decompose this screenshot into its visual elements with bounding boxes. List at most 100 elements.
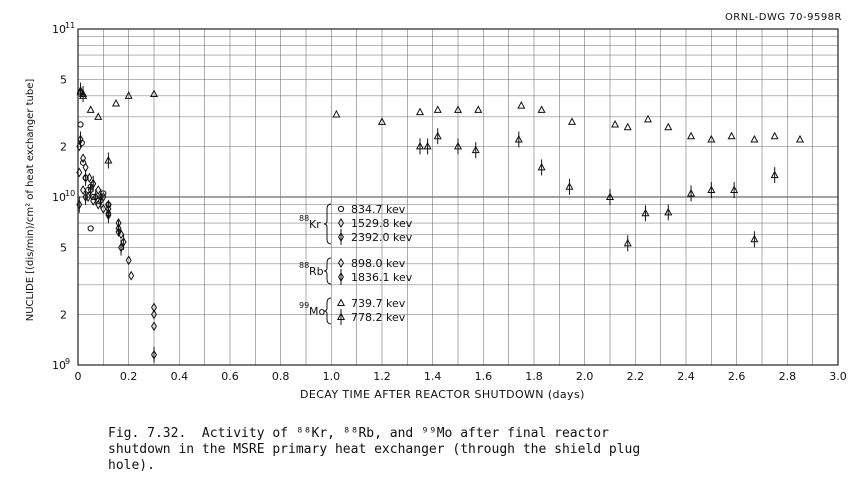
x-tick-label: 3.0: [829, 370, 847, 383]
data-point: [82, 189, 89, 205]
data-point: [151, 309, 157, 320]
x-tick-label: 0.4: [171, 370, 189, 383]
plot-frame: [77, 28, 839, 366]
figure-caption: Fig. 7.32. Activity of ⁸⁸Kr, ⁸⁸Rb, and ⁹…: [108, 426, 641, 473]
marker-triangle: [537, 105, 546, 113]
data-point: [770, 131, 779, 140]
data-point: [623, 235, 632, 252]
data-point: [85, 192, 92, 202]
legend-marker: [338, 269, 344, 285]
data-point: [95, 185, 102, 196]
data-point: [87, 225, 94, 232]
data-point: [433, 128, 442, 145]
y-tick-exponent: 9: [65, 357, 70, 366]
legend-label: 1529.8 kev: [351, 217, 413, 230]
data-point: [128, 270, 135, 281]
marker-triangle: [86, 105, 95, 113]
legend-mass-number: 88: [299, 261, 309, 270]
marker-diamond: [95, 185, 102, 196]
marker-triangle: [770, 131, 779, 140]
x-tick-label: 0.6: [221, 370, 239, 383]
marker-triangle: [567, 117, 577, 125]
ticks: 0 0.2 0.4 0.6 0.8 1.0 1.2 1.4 1.6 1.8 2.0 2.2 2.4 2.6…: [52, 21, 847, 383]
marker-triangle: [377, 117, 387, 125]
data-point: [86, 172, 93, 183]
data-point: [76, 167, 83, 178]
data-point: [565, 178, 574, 195]
marker-triangle: [795, 134, 805, 143]
data-point: [90, 175, 97, 192]
legend-marker: [338, 218, 344, 228]
data-point: [453, 105, 463, 113]
marker-triangle: [433, 105, 442, 113]
y-axis-label: NUCLIDE [(dis/min)/cm² of heat exchanger…: [25, 79, 36, 322]
marker-circle: [87, 225, 94, 232]
marker-triangle: [415, 107, 425, 116]
drawing-id: ORNL-DWG 70-9598R: [724, 12, 842, 23]
x-tick-label: 2.8: [779, 370, 797, 383]
data-point: [149, 89, 159, 98]
data-point: [80, 185, 87, 196]
legend-nuclide: Rb: [309, 265, 324, 278]
marker-diamond: [76, 167, 83, 178]
data-point: [770, 167, 779, 184]
legend-brace: [323, 257, 332, 285]
marker-triangle: [332, 109, 341, 118]
data-point: [514, 131, 523, 148]
marker-triangle: [750, 134, 759, 143]
marker-diamond: [115, 226, 122, 237]
data-point: [641, 205, 650, 222]
data-point: [104, 152, 113, 169]
marker-triangle: [124, 91, 133, 99]
y-tick-label: 10: [52, 23, 66, 36]
data-point: [118, 229, 125, 240]
legend-label: 834.7 kev: [351, 203, 406, 216]
legend-mass-number: 99: [299, 301, 309, 310]
data-point: [471, 142, 480, 159]
data-point: [111, 98, 121, 107]
data-point: [77, 131, 84, 148]
marker-diamond: [151, 321, 157, 332]
data-point: [687, 131, 696, 140]
legend-label: 739.7 kev: [351, 297, 406, 310]
data-point: [105, 207, 112, 224]
data-point: [115, 226, 122, 237]
data-point: [95, 199, 102, 210]
legend-brace: [323, 297, 332, 325]
x-tick-label: 0.8: [272, 370, 290, 383]
x-tick-label: 1.2: [373, 370, 391, 383]
x-tick-label: 1.4: [424, 370, 442, 383]
data-point: [707, 134, 716, 143]
data-point: [537, 159, 546, 176]
y-tick-label: 10: [52, 359, 66, 372]
legend-label: 2392.0 kev: [351, 231, 413, 244]
marker-triangle: [664, 122, 673, 131]
legend-label: 898.0 kev: [351, 257, 406, 270]
y-tick-label: 5: [60, 242, 67, 255]
y-tick-exponent: 10: [65, 189, 75, 198]
marker-diamond: [90, 195, 97, 206]
x-tick-label: 1.8: [525, 370, 543, 383]
marker-diamond: [80, 153, 87, 164]
x-tick-label: 2.6: [728, 370, 746, 383]
legend-marker: [336, 309, 346, 325]
data-point: [750, 231, 759, 248]
marker-triangle: [149, 89, 159, 98]
data-point: [453, 138, 463, 155]
marker-diamond: [151, 302, 157, 313]
marker-triangle: [474, 105, 483, 113]
data-point: [151, 302, 157, 313]
legend-nuclide: Kr: [309, 218, 321, 231]
y-axis-label-group: NUCLIDE [(dis/min)/cm² of heat exchanger…: [25, 79, 36, 322]
data-point: [90, 195, 97, 206]
marker-triangle: [111, 98, 121, 107]
marker-triangle: [687, 131, 696, 140]
data-point: [332, 109, 341, 118]
legend-label: 1836.1 kev: [351, 271, 413, 284]
x-tick-label: 1.0: [323, 370, 341, 383]
data-point: [97, 189, 104, 205]
data-point: [79, 86, 88, 103]
marker-triangle: [727, 131, 736, 140]
data-point: [423, 138, 432, 155]
data-point: [87, 182, 94, 199]
